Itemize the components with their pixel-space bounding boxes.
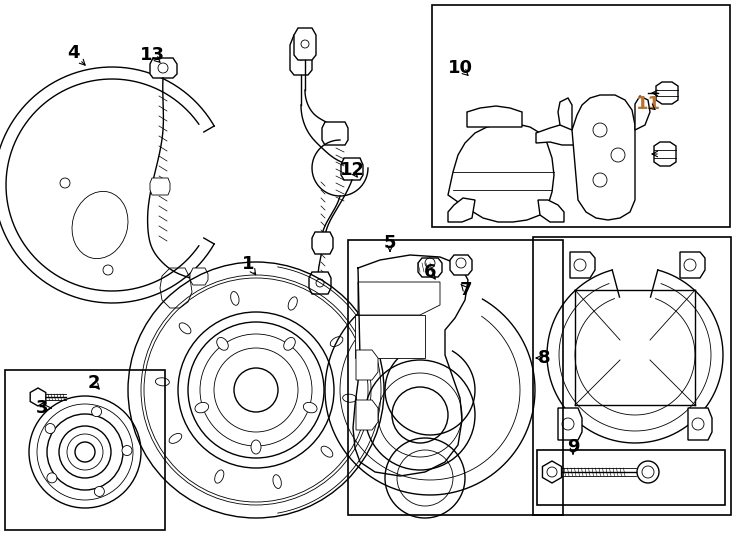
Polygon shape	[355, 315, 425, 358]
Polygon shape	[312, 232, 333, 254]
Polygon shape	[538, 200, 564, 222]
Circle shape	[92, 407, 101, 417]
Ellipse shape	[288, 297, 297, 310]
Bar	[533, 237, 731, 515]
Polygon shape	[656, 82, 678, 104]
Bar	[348, 240, 563, 515]
Polygon shape	[680, 252, 705, 278]
Text: 6: 6	[424, 263, 436, 281]
Text: 3: 3	[36, 399, 48, 417]
Circle shape	[47, 473, 57, 483]
Polygon shape	[150, 58, 177, 78]
Polygon shape	[356, 400, 378, 430]
Polygon shape	[558, 98, 572, 130]
Text: 7: 7	[459, 281, 472, 299]
Polygon shape	[448, 198, 475, 222]
Circle shape	[593, 173, 607, 187]
Text: 11: 11	[636, 95, 661, 113]
Circle shape	[684, 259, 696, 271]
Ellipse shape	[195, 402, 208, 413]
Ellipse shape	[303, 402, 317, 413]
Ellipse shape	[214, 470, 224, 483]
Ellipse shape	[230, 292, 239, 305]
Ellipse shape	[273, 475, 281, 489]
Bar	[5, 370, 165, 530]
Ellipse shape	[179, 323, 191, 334]
Ellipse shape	[169, 434, 182, 443]
Text: 8: 8	[538, 349, 550, 367]
Ellipse shape	[330, 336, 343, 347]
Polygon shape	[536, 125, 578, 145]
Polygon shape	[294, 28, 316, 60]
Polygon shape	[322, 122, 348, 145]
Ellipse shape	[251, 440, 261, 454]
Polygon shape	[358, 282, 440, 315]
Polygon shape	[558, 408, 582, 440]
Text: 5: 5	[384, 234, 396, 252]
Text: 1: 1	[241, 255, 254, 273]
Circle shape	[46, 423, 55, 434]
Polygon shape	[30, 388, 46, 406]
Circle shape	[593, 123, 607, 137]
Ellipse shape	[156, 378, 170, 386]
Polygon shape	[542, 461, 562, 483]
Polygon shape	[467, 106, 522, 127]
Circle shape	[642, 466, 654, 478]
Ellipse shape	[321, 446, 333, 457]
Ellipse shape	[284, 338, 295, 350]
Ellipse shape	[217, 338, 228, 350]
Circle shape	[95, 487, 104, 496]
Polygon shape	[635, 96, 650, 130]
Ellipse shape	[343, 394, 357, 402]
Text: 12: 12	[340, 161, 365, 179]
Bar	[537, 450, 725, 505]
Polygon shape	[309, 272, 331, 294]
Polygon shape	[290, 35, 312, 75]
Polygon shape	[190, 268, 208, 285]
Bar	[432, 5, 730, 227]
Polygon shape	[572, 95, 635, 220]
Polygon shape	[570, 252, 595, 278]
Text: 13: 13	[139, 46, 164, 64]
Polygon shape	[356, 350, 378, 380]
Polygon shape	[150, 178, 170, 195]
Text: 2: 2	[88, 374, 101, 392]
Text: 9: 9	[567, 438, 579, 456]
Circle shape	[562, 418, 574, 430]
Circle shape	[692, 418, 704, 430]
Polygon shape	[341, 158, 363, 180]
Circle shape	[574, 259, 586, 271]
Text: 4: 4	[67, 44, 79, 62]
Polygon shape	[450, 255, 472, 275]
Polygon shape	[688, 408, 712, 440]
Polygon shape	[654, 142, 676, 166]
Circle shape	[122, 446, 132, 456]
Circle shape	[611, 148, 625, 162]
Polygon shape	[418, 258, 442, 277]
Polygon shape	[448, 124, 554, 222]
Text: 10: 10	[448, 59, 473, 77]
